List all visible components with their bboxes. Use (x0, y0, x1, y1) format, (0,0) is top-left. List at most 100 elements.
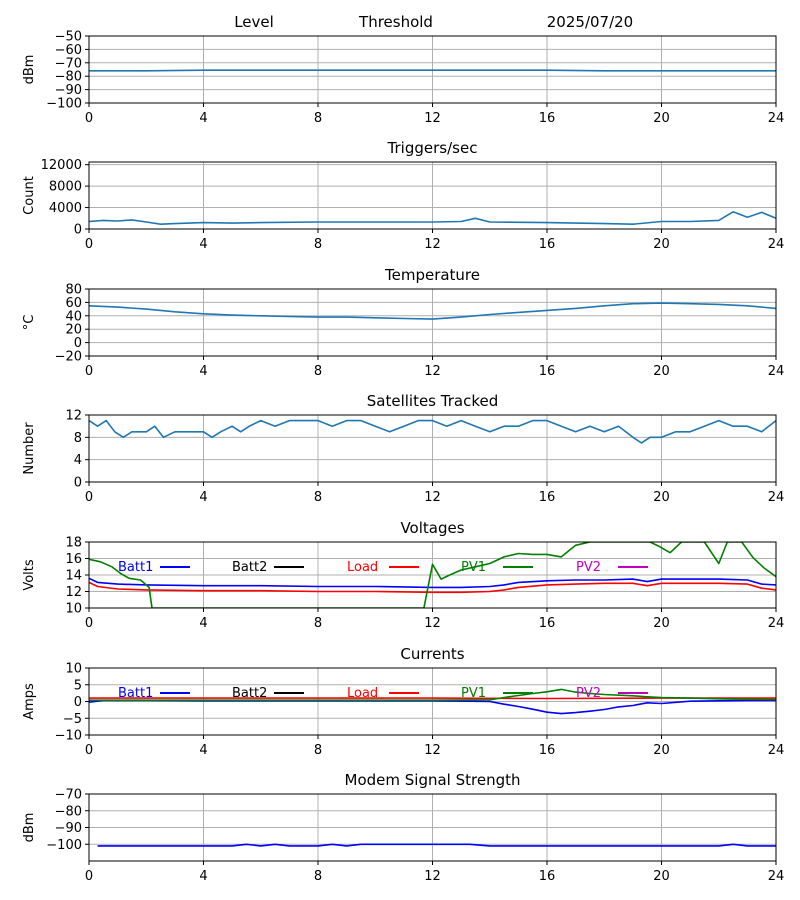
level-xtick-label: 0 (85, 111, 93, 126)
satellites-xtick-label: 8 (314, 490, 322, 505)
level-ytick-label: −60 (55, 43, 82, 58)
currents-xtick-label: 4 (199, 743, 207, 758)
satellites-title: Satellites Tracked (367, 392, 498, 410)
header-date: 2025/07/20 (547, 13, 633, 31)
modem-ytick-label: −90 (55, 821, 82, 836)
currents-ylabel: Amps (22, 683, 37, 720)
level-series-line (89, 69, 776, 72)
voltages-title: Voltages (400, 519, 464, 537)
modem-xtick-label: 20 (653, 869, 670, 884)
triggers-xtick-label: 12 (424, 237, 441, 252)
satellites-xtick-label: 4 (199, 490, 207, 505)
satellites-xtick-label: 20 (653, 490, 670, 505)
voltages-series-batt1 (89, 577, 776, 589)
temperature-xtick-label: 16 (539, 364, 556, 379)
satellites-ytick-label: 0 (74, 476, 82, 491)
voltages-legend-label-load: Load (347, 560, 378, 575)
level-xtick-label: 4 (199, 111, 207, 126)
satellites-ytick-label: 8 (74, 431, 82, 446)
level-ytick-label: −80 (55, 70, 82, 85)
currents-ytick-label: −5 (63, 712, 82, 727)
temperature-xtick-label: 4 (199, 364, 207, 379)
currents-series-pv1 (89, 688, 776, 702)
satellites-ytick-label: 12 (65, 409, 82, 424)
satellites-ytick-label: 4 (74, 453, 82, 468)
temperature-ytick-label: 0 (74, 336, 82, 351)
triggers-xtick-label: 0 (85, 237, 93, 252)
voltages-ytick-label: 16 (65, 552, 82, 567)
currents-title: Currents (400, 645, 464, 663)
level-xtick-label: 8 (314, 111, 322, 126)
voltages-series-load (89, 581, 776, 594)
triggers-xtick-label: 24 (768, 237, 785, 252)
triggers-ylabel: Count (22, 176, 37, 215)
modem-ylabel: dBm (22, 813, 37, 843)
currents-ytick-label: 10 (65, 662, 82, 677)
temperature-xtick-label: 20 (653, 364, 670, 379)
level-ytick-label: −100 (46, 97, 82, 112)
triggers-ytick-label: 0 (74, 223, 82, 238)
modem-ytick-label: −70 (55, 788, 82, 803)
satellites-series-line (89, 419, 776, 444)
header-level-label: Level (234, 13, 274, 31)
modem-ytick-label: −100 (46, 838, 82, 853)
currents-legend-label-pv1: PV1 (461, 686, 486, 701)
currents-xtick-label: 16 (539, 743, 556, 758)
satellites-ylabel: Number (22, 422, 37, 475)
voltages-xtick-label: 8 (314, 616, 322, 631)
temperature-xtick-label: 0 (85, 364, 93, 379)
voltages-legend-label-batt2: Batt2 (232, 560, 267, 575)
modem-panel: 0 4 8 12 16 20 24 −100 −90 −80−70 Modem Signal Str… (22, 771, 784, 884)
modem-series-line (97, 843, 776, 847)
currents-ytick-label: −10 (55, 729, 82, 744)
satellites-xtick-label: 16 (539, 490, 556, 505)
triggers-series-line (89, 211, 776, 225)
voltages-legend-label-pv1: PV1 (461, 560, 486, 575)
temperature-ytick-label: 40 (65, 309, 82, 324)
currents-xtick-label: 12 (424, 743, 441, 758)
voltages-xtick-label: 16 (539, 616, 556, 631)
modem-xtick-label: 8 (314, 869, 322, 884)
triggers-title: Triggers/sec (387, 139, 478, 157)
triggers-xtick-label: 16 (539, 237, 556, 252)
currents-ytick-label: 5 (74, 678, 82, 693)
triggers-xtick-label: 8 (314, 237, 322, 252)
satellites-panel: 0 4 8 12 16 20 24 0 4 8 12 Satellites Tracked Number (22, 392, 784, 505)
voltages-series-pv1 (89, 542, 776, 608)
currents-xtick-label: 8 (314, 743, 322, 758)
level-xtick-label: 20 (653, 111, 670, 126)
triggers-ytick-label: 8000 (49, 180, 82, 195)
voltages-ytick-label: 14 (65, 569, 82, 584)
voltages-ytick-label: 18 (65, 536, 82, 551)
satellites-xtick-label: 24 (768, 490, 785, 505)
temperature-xtick-label: 12 (424, 364, 441, 379)
currents-xtick-label: 24 (768, 743, 785, 758)
voltages-xtick-label: 0 (85, 616, 93, 631)
level-ytick-label: −70 (55, 56, 82, 71)
voltages-ytick-label: 12 (65, 585, 82, 600)
temperature-xtick-label: 8 (314, 364, 322, 379)
currents-ytick-label: 0 (74, 695, 82, 710)
temperature-ytick-label: −20 (55, 350, 82, 365)
temperature-title: Temperature (384, 266, 480, 284)
level-panel: 0 4 8 12 16 20 24 −100−90−80−70−60−50 dBm (22, 30, 784, 127)
voltages-ytick-label: 10 (65, 602, 82, 617)
modem-xtick-label: 16 (539, 869, 556, 884)
level-xtick-label: 12 (424, 111, 441, 126)
triggers-panel: 0 4 8 12 16 20 24 0 4000 8000 12000 Triggers/sec Cou… (22, 139, 784, 252)
modem-xtick-label: 0 (85, 869, 93, 884)
modem-ytick-label: −80 (55, 804, 82, 819)
currents-legend-label-batt2: Batt2 (232, 686, 267, 701)
level-xtick-label: 16 (539, 111, 556, 126)
level-ytick-label: −50 (55, 30, 82, 45)
voltages-xtick-label: 20 (653, 616, 670, 631)
currents-panel: 0 4 8 12 16 20 24 −10 −5 0 510 Currents Amps Batt1 Bat… (22, 645, 784, 758)
level-ytick-label: −90 (55, 83, 82, 98)
modem-xtick-label: 12 (424, 869, 441, 884)
temperature-ytick-label: 60 (65, 296, 82, 311)
currents-xtick-label: 20 (653, 743, 670, 758)
